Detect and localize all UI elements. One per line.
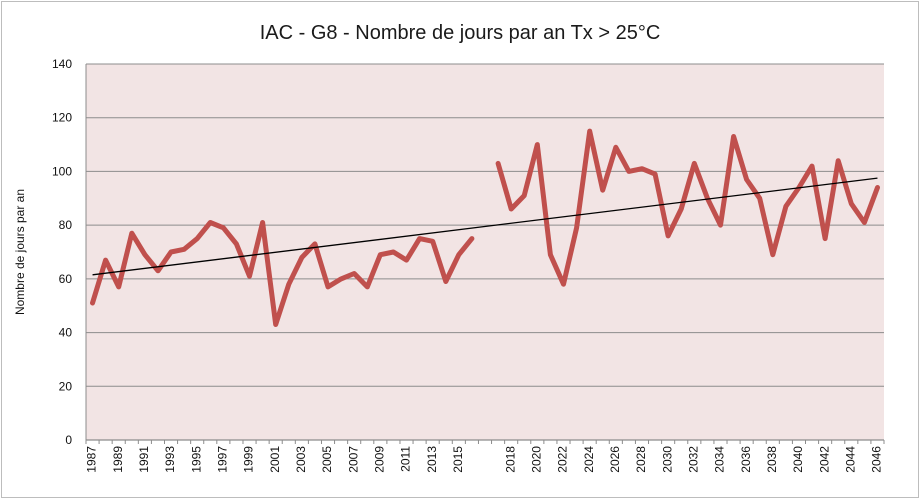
chart-title: IAC - G8 - Nombre de jours par an Tx > 2… — [259, 22, 661, 44]
x-tick-label: 2007 — [346, 446, 360, 473]
y-axis-ticks: 0 20 40 60 80 100 120 140 — [52, 57, 72, 447]
y-tick-label: 40 — [59, 326, 73, 340]
x-axis-ticks: 1987 1989 1991 1993 1995 1997 1999 2001 2003 2005… — [85, 440, 885, 473]
x-tick-label: 2030 — [660, 446, 674, 473]
x-tick-label: 1995 — [189, 446, 203, 473]
x-tick-label: 2036 — [739, 446, 753, 473]
x-tick-label: 2009 — [373, 446, 387, 473]
y-tick-label: 60 — [59, 272, 73, 286]
y-tick-label: 80 — [59, 218, 73, 232]
y-axis-label: Nombre de jours par an — [13, 189, 27, 315]
x-tick-label: 1991 — [137, 446, 151, 473]
x-tick-label: 2003 — [294, 446, 308, 473]
x-tick-label: 1993 — [163, 446, 177, 473]
x-tick-label: 2038 — [765, 446, 779, 473]
x-tick-label: 2046 — [870, 446, 884, 473]
series-line — [90, 220, 475, 327]
x-tick-label: 2022 — [556, 446, 570, 473]
x-tick-label: 1987 — [85, 446, 99, 473]
x-tick-label: 2044 — [843, 446, 857, 473]
x-tick-label: 2013 — [425, 446, 439, 473]
x-tick-label: 2011 — [399, 446, 413, 472]
x-tick-label: 2034 — [713, 446, 727, 473]
x-tick-label: 2015 — [451, 446, 465, 473]
x-tick-label: 2005 — [320, 446, 334, 473]
trend-line — [92, 177, 878, 276]
x-tick-label: 2024 — [582, 446, 596, 473]
x-tick-label: 2020 — [529, 446, 543, 473]
x-tick-label: 2032 — [686, 446, 700, 473]
x-tick-label: 1989 — [111, 446, 125, 473]
y-tick-label: 120 — [52, 111, 72, 125]
y-tick-label: 0 — [65, 433, 72, 447]
series-layer — [90, 128, 880, 327]
y-tick-label: 100 — [52, 164, 72, 178]
x-tick-label: 1997 — [216, 446, 230, 473]
y-tick-label: 140 — [52, 57, 72, 71]
x-tick-label: 2028 — [634, 446, 648, 473]
x-tick-label: 2026 — [608, 446, 622, 473]
x-tick-label: 2040 — [791, 446, 805, 473]
y-tick-label: 20 — [59, 379, 73, 393]
x-tick-label: 2042 — [817, 446, 831, 473]
x-tick-label: 2001 — [268, 446, 282, 473]
x-tick-label: 2018 — [503, 446, 517, 473]
x-tick-label: 1999 — [242, 446, 256, 473]
plot-background — [86, 64, 884, 440]
series-line — [495, 128, 880, 287]
